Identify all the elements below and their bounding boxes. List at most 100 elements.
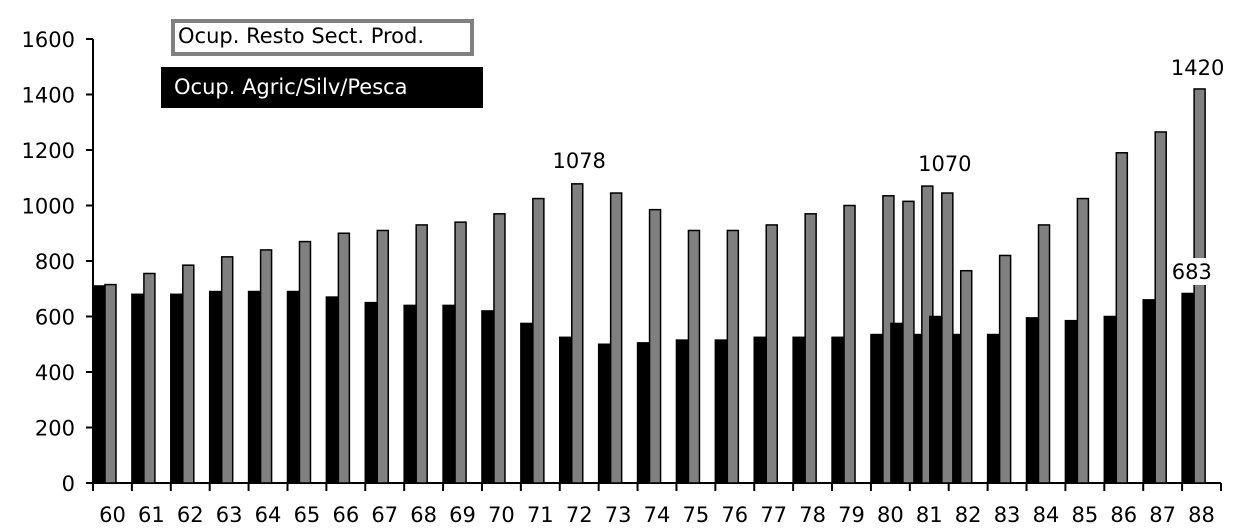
data-label-bg: [1167, 258, 1216, 285]
bar-agric: [636, 342, 650, 484]
x-tick-label: 68: [410, 503, 437, 527]
data-label: 1070: [918, 152, 971, 176]
bar-resto: [1115, 152, 1129, 484]
bar-agric: [247, 290, 261, 484]
bar-resto: [998, 254, 1012, 484]
bar-resto: [182, 264, 195, 484]
bar-agric: [1064, 319, 1078, 484]
x-tick-label: 86: [1110, 503, 1137, 527]
data-labels: 1078 1070 1420 683: [552, 56, 1224, 285]
legend-item-resto: Ocup. Resto Sect. Prod.: [171, 19, 474, 56]
bar-agric: [870, 333, 883, 484]
data-label: 1078: [552, 149, 605, 173]
x-tick-label: 67: [371, 503, 398, 527]
x-tick-label: 88: [1188, 503, 1215, 527]
x-tick-label: 85: [1071, 503, 1098, 527]
bar-agric-extra: [929, 315, 942, 484]
bar-agric: [481, 310, 494, 484]
bar-agric: [325, 296, 339, 484]
y-tick-label: 0: [62, 472, 75, 496]
bar-agric: [831, 336, 844, 484]
x-tick-label: 60: [99, 503, 126, 527]
x-tick-label: 82: [955, 503, 982, 527]
legend-label-resto: Ocup. Resto Sect. Prod.: [175, 23, 470, 52]
bar-agric: [286, 290, 300, 484]
y-tick-label: 1000: [22, 195, 75, 219]
x-tick-label: 61: [138, 503, 165, 527]
x-tick-label: 63: [216, 503, 243, 527]
x-tick-label: 71: [527, 503, 554, 527]
legend-item-agric: Ocup. Agric/Silv/Pesca: [161, 67, 483, 108]
x-tick-label: 62: [177, 503, 204, 527]
x-tick-label: 66: [332, 503, 359, 527]
bar-agric: [403, 304, 416, 484]
y-tick-label: 1400: [22, 84, 75, 108]
x-axis: 60 61 62 63 64 65 66 67 68 69 70 71 72 73 74 75 76 77 78 79…: [92, 482, 1222, 527]
bar-resto: [454, 221, 467, 484]
y-tick-label: 200: [35, 417, 75, 441]
bar-resto: [532, 197, 545, 484]
bar-agric: [792, 336, 805, 484]
bars: [92, 88, 1206, 484]
bar-resto-extra: [902, 200, 915, 484]
bar-agric: [364, 301, 378, 484]
x-tick-label: 75: [683, 503, 710, 527]
x-tick-label: 79: [838, 503, 865, 527]
bar-resto: [220, 256, 234, 484]
legend-label-agric: Ocup. Agric/Silv/Pesca: [174, 75, 408, 99]
bar-agric: [597, 343, 611, 484]
x-tick-label: 69: [449, 503, 476, 527]
y-axis: 0 200 400 600 800 1000 1200 1400 1600: [22, 28, 94, 496]
bar-resto: [259, 249, 273, 484]
x-tick-label: 74: [644, 503, 671, 527]
bar-resto: [1154, 131, 1167, 484]
bar-resto: [1193, 88, 1206, 484]
bar-resto: [804, 213, 817, 484]
bar-agric: [714, 339, 728, 484]
y-tick-label: 1600: [22, 28, 75, 52]
bar-resto: [726, 229, 740, 484]
bar-resto: [765, 224, 778, 484]
bar-agric: [442, 304, 455, 484]
bar-agric: [131, 293, 144, 484]
bar-resto: [376, 229, 390, 484]
x-tick-label: 64: [255, 503, 282, 527]
bar-agric: [170, 293, 183, 484]
x-tick-label: 80: [877, 503, 904, 527]
bar-agric: [986, 333, 1000, 484]
y-tick-label: 1200: [22, 139, 75, 163]
x-tick-label: 70: [488, 503, 515, 527]
bar-agric: [559, 336, 572, 484]
x-tick-label: 77: [760, 503, 787, 527]
x-tick-label: 78: [799, 503, 826, 527]
bar-resto-extra: [941, 192, 954, 484]
x-tick-label: 65: [294, 503, 321, 527]
bar-agric-extra: [890, 322, 903, 484]
bar-resto: [104, 283, 117, 484]
data-label: 683: [1172, 260, 1212, 284]
data-label: 1420: [1171, 56, 1224, 80]
y-tick-label: 400: [35, 361, 75, 385]
bar-agric: [208, 290, 222, 484]
bar-agric: [520, 322, 533, 484]
bar-resto: [493, 213, 506, 484]
x-tick-label: 72: [566, 503, 593, 527]
bar-resto: [337, 232, 351, 484]
bar-agric: [1103, 315, 1117, 484]
bar-resto: [843, 204, 856, 484]
bar-resto: [609, 192, 623, 484]
bar-resto: [415, 224, 428, 484]
bar-resto: [648, 208, 662, 484]
x-tick-label: 76: [721, 503, 748, 527]
bar-resto: [143, 272, 156, 484]
bar-resto: [1037, 224, 1051, 484]
x-tick-label: 87: [1149, 503, 1176, 527]
x-tick-label: 84: [1033, 503, 1060, 527]
bar-agric: [1181, 292, 1194, 484]
bar-resto: [959, 269, 973, 484]
y-tick-label: 800: [35, 250, 75, 274]
bar-agric: [753, 336, 766, 484]
bar-resto: [571, 183, 584, 484]
bar-resto: [298, 240, 312, 484]
